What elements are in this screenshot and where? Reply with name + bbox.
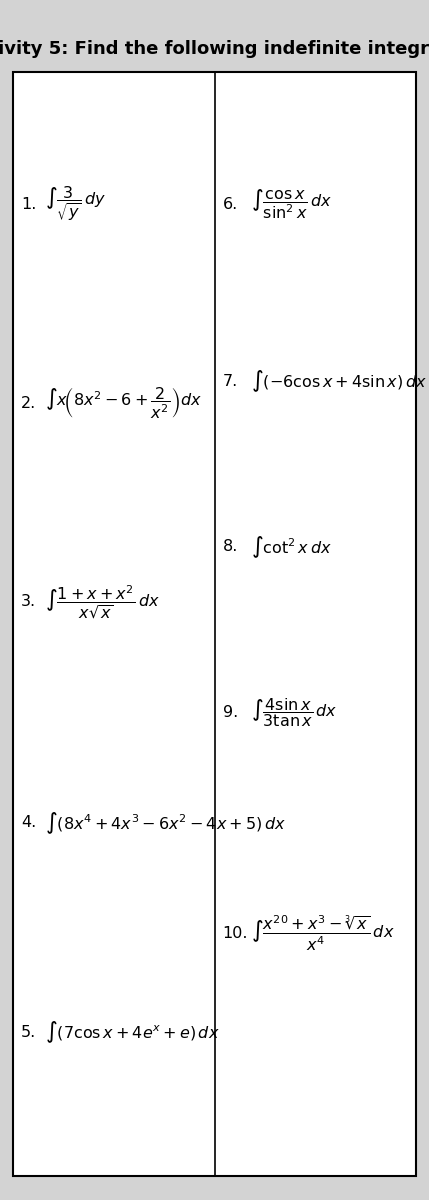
Text: $\int \dfrac{\cos x}{\sin^2 x}\,dx$: $\int \dfrac{\cos x}{\sin^2 x}\,dx$ — [251, 187, 332, 221]
Text: $\int x\!\left(8x^2 - 6 + \dfrac{2}{x^2}\right)dx$: $\int x\!\left(8x^2 - 6 + \dfrac{2}{x^2}… — [45, 385, 202, 421]
Text: 4.: 4. — [21, 815, 36, 830]
Text: $\int \dfrac{3}{\sqrt{y}}\,dy$: $\int \dfrac{3}{\sqrt{y}}\,dy$ — [45, 185, 106, 224]
Text: $\int (7\cos x + 4e^x + e)\,dx$: $\int (7\cos x + 4e^x + e)\,dx$ — [45, 1020, 220, 1045]
Text: $\int \dfrac{1+x+x^2}{x\sqrt{x}}\,dx$: $\int \dfrac{1+x+x^2}{x\sqrt{x}}\,dx$ — [45, 583, 160, 620]
Text: $\int \dfrac{x^{20}+x^3 - \sqrt[3]{x}}{x^4}\,dx$: $\int \dfrac{x^{20}+x^3 - \sqrt[3]{x}}{x… — [251, 913, 394, 953]
Text: 3.: 3. — [21, 594, 36, 610]
Text: 5.: 5. — [21, 1025, 36, 1040]
Text: $\int \dfrac{4\sin x}{3\tan x}\,dx$: $\int \dfrac{4\sin x}{3\tan x}\,dx$ — [251, 696, 337, 728]
Text: $\int \cot^2 x\,dx$: $\int \cot^2 x\,dx$ — [251, 534, 332, 559]
Text: 9.: 9. — [223, 704, 238, 720]
Text: $\int (8x^4 + 4x^3 - 6x^2 - 4x + 5)\,dx$: $\int (8x^4 + 4x^3 - 6x^2 - 4x + 5)\,dx$ — [45, 810, 286, 835]
Text: 8.: 8. — [223, 539, 238, 554]
Text: Activity 5: Find the following indefinite integrals.: Activity 5: Find the following indefinit… — [0, 40, 429, 58]
Text: $\int (-6\cos x + 4\sin x)\,dx$: $\int (-6\cos x + 4\sin x)\,dx$ — [251, 368, 427, 394]
Text: 2.: 2. — [21, 396, 36, 410]
Text: 1.: 1. — [21, 197, 36, 212]
Text: 6.: 6. — [223, 197, 238, 212]
Text: 7.: 7. — [223, 373, 238, 389]
Text: 10.: 10. — [223, 925, 248, 941]
